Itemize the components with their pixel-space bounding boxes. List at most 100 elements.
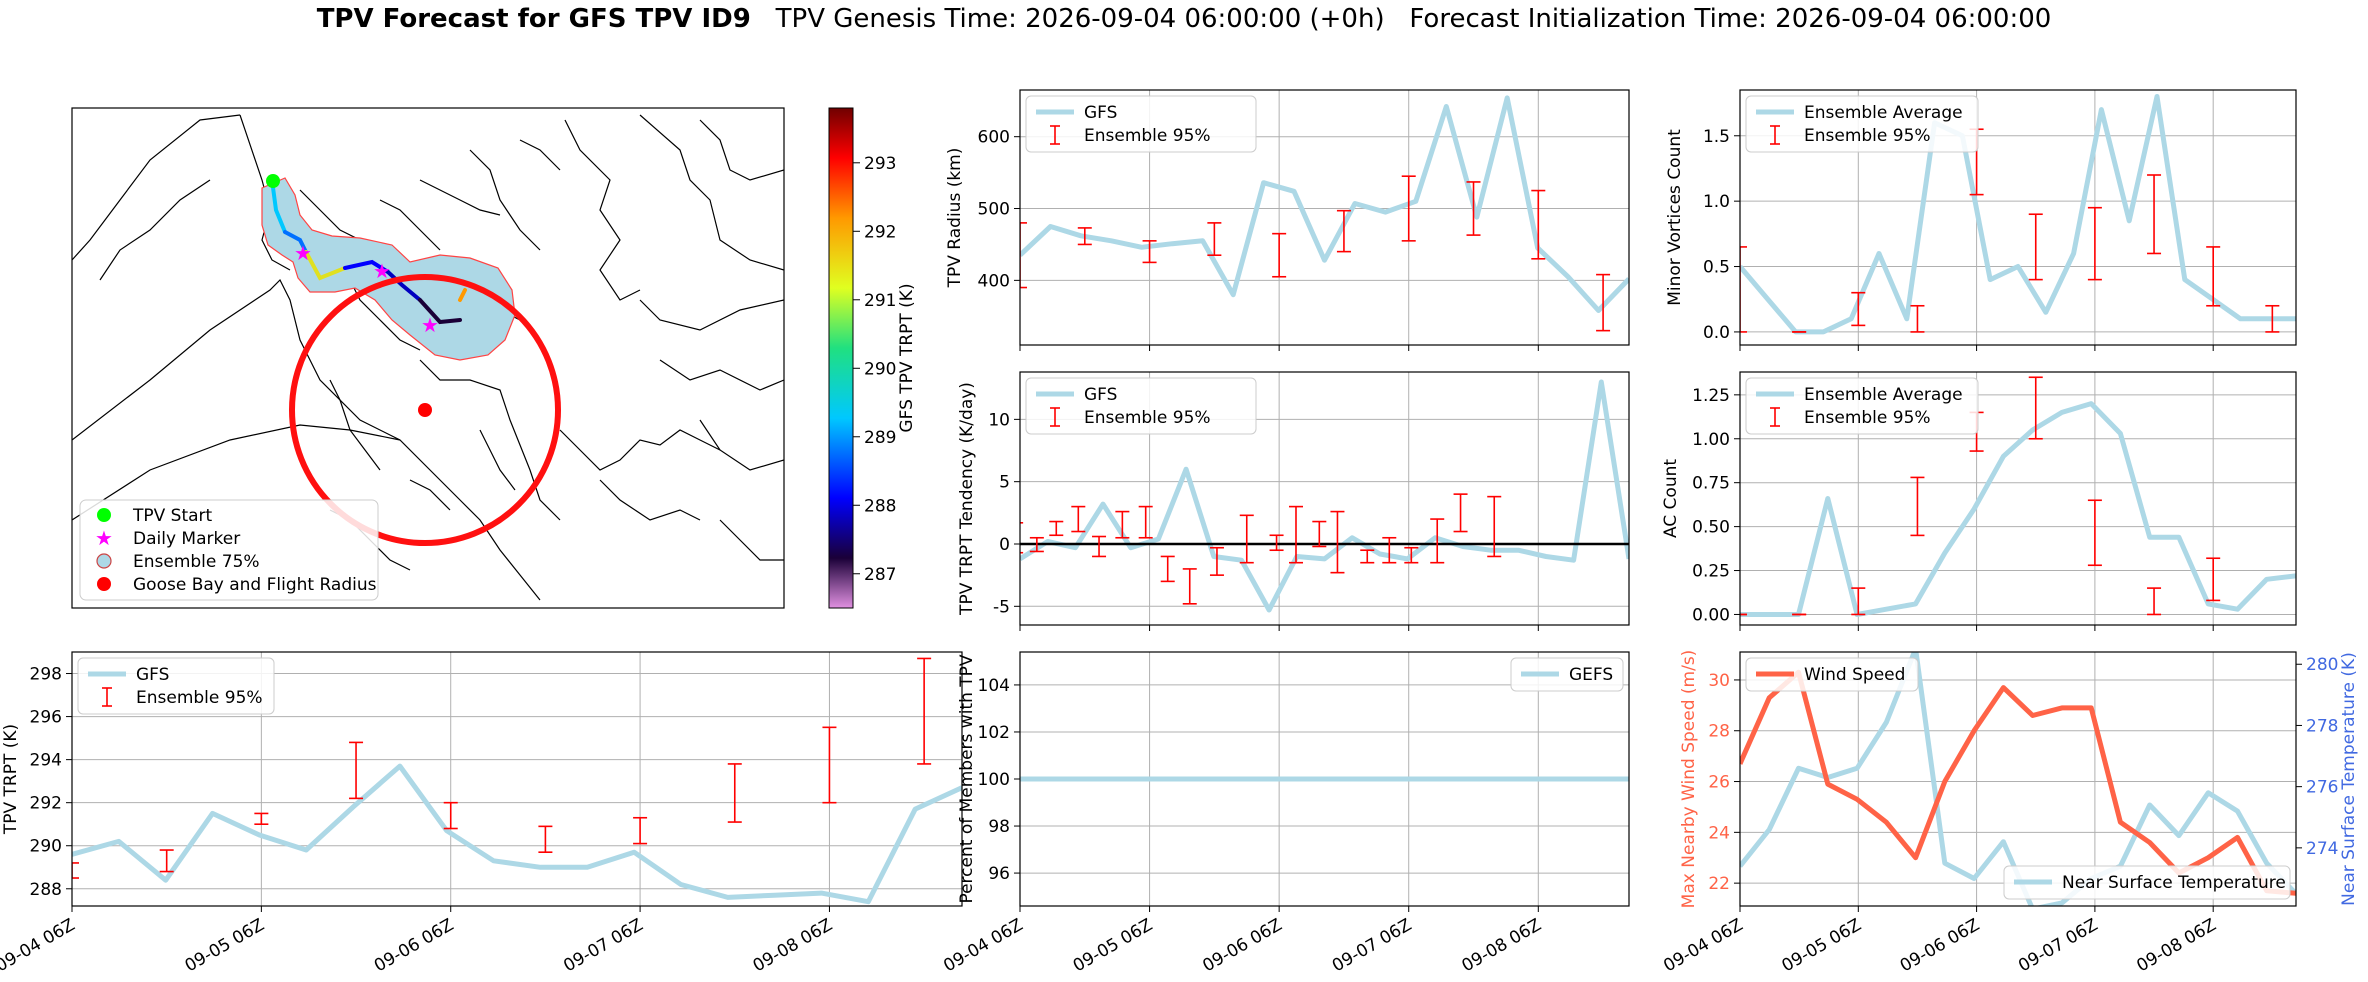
- colorbar-tick-label: 291: [864, 291, 896, 311]
- y-tick-label: 98: [988, 817, 1010, 837]
- y-axis-label: TPV TRPT Tendency (K/day): [957, 382, 977, 616]
- title-genesis: TPV Genesis Time: 2026-09-04 06:00:00 (+…: [775, 4, 1385, 34]
- y-tick-label: 500: [978, 200, 1010, 220]
- legend-label: GEFS: [1569, 665, 1613, 685]
- legend-label: Ensemble 95%: [1084, 408, 1211, 428]
- gfs-line: [72, 763, 962, 905]
- y-tick-label: 0.0: [1703, 323, 1730, 343]
- plot-border: [1739, 89, 2297, 346]
- y-tick-label: -5: [993, 597, 1010, 617]
- y-right-axis-label: Near Surface Temperature (K): [2339, 652, 2359, 906]
- plot-border: [1019, 651, 1630, 907]
- legend-label: Ensemble Average: [1804, 103, 1963, 123]
- legend-box: [77, 657, 275, 715]
- y-axis-label: Minor Vortices Count: [1665, 129, 1685, 306]
- ensemble-average-line: [1740, 401, 2296, 617]
- y-tick-label: 28: [1708, 722, 1730, 742]
- svg-text:★: ★: [294, 241, 312, 265]
- y-tick-label: 1.5: [1703, 127, 1730, 147]
- x-tick-label: 09-06 06Z: [1199, 915, 1285, 976]
- legend-ensemble-icon: [96, 553, 112, 569]
- y-tick-label: 96: [988, 864, 1010, 884]
- x-tick-label: 09-04 06Z: [1660, 915, 1746, 976]
- legend-label: GFS: [1084, 103, 1117, 123]
- y-right-tick-label: 278: [2306, 716, 2338, 736]
- title-init: Forecast Initialization Time: 2026-09-04…: [1409, 4, 2052, 34]
- y-tick-label: 290: [30, 837, 62, 857]
- y-tick-label: 0.5: [1703, 258, 1730, 278]
- y-tick-label: 104: [978, 676, 1010, 696]
- legend-goose-icon: [97, 577, 111, 591]
- gfs-line: [1020, 95, 1629, 313]
- figure-title: TPV Forecast for GFS TPV ID9 TPV Genesis…: [0, 4, 2368, 34]
- ensemble-95-bars: [1020, 175, 1611, 332]
- gfs-line: [1020, 379, 1629, 613]
- legend-box: [1745, 95, 1979, 153]
- panel-percent: 96 98 100 102 104 09-04 06Z 09-05 06Z 09-06 06Z…: [940, 651, 1630, 976]
- legend-label: Near Surface Temperature: [2062, 873, 2286, 893]
- x-tick-label: 09-04 06Z: [940, 915, 1026, 976]
- ensemble-95-bars: [1020, 493, 1502, 605]
- svg-text:★: ★: [373, 259, 391, 283]
- ensemble-95-bars: [72, 657, 932, 879]
- y-tick-label: 1.0: [1703, 192, 1730, 212]
- y-tick-label: 0.00: [1692, 605, 1730, 625]
- legend-ensemble-75: Ensemble 75%: [133, 552, 260, 572]
- y-tick-label: 0.25: [1692, 562, 1730, 582]
- y-tick-label: 292: [30, 794, 62, 814]
- y-axis-label: Percent of Members with TPV: [957, 654, 977, 903]
- y-right-tick-label: 276: [2306, 778, 2338, 798]
- map-legend: ★ TPV Start Daily Marker Ensemble 75% Go…: [79, 499, 379, 601]
- y-tick-label: 288: [30, 880, 62, 900]
- wind-speed-line: [1740, 669, 2296, 896]
- plot-border: [1739, 371, 2297, 626]
- legend-box: [1745, 657, 1919, 692]
- colorbar: 287 288 289 290 291 292 293 GFS TPV TRPT (K): [828, 107, 917, 609]
- legend-box: [1745, 377, 1979, 435]
- y-axis-label: TPV Radius (km): [945, 148, 965, 289]
- svg-text:★: ★: [421, 313, 439, 337]
- panel-tendency: -5 0 5 10 TPV TRPT Tendency (K/day) GFS Ensemb…: [957, 371, 1630, 631]
- plot-border: [1019, 89, 1630, 346]
- y-tick-label: 0.50: [1692, 518, 1730, 538]
- y-tick-label: 24: [1708, 823, 1730, 843]
- y-tick-label: 100: [978, 770, 1010, 790]
- legend-marker-icon: ★: [95, 526, 113, 550]
- legend-daily-marker: Daily Marker: [133, 529, 240, 549]
- legend-box: [2003, 865, 2291, 900]
- colorbar-tick-label: 290: [864, 359, 896, 379]
- tpv-start-marker: [266, 174, 280, 188]
- x-tick-label: 09-08 06Z: [750, 915, 836, 976]
- legend-goose-bay: Goose Bay and Flight Radius: [133, 575, 377, 595]
- legend-label: Ensemble 95%: [136, 688, 263, 708]
- x-tick-label: 09-06 06Z: [1897, 915, 1983, 976]
- y-axis-label: TPV TRPT (K): [1, 724, 21, 835]
- x-tick-label: 09-07 06Z: [2015, 915, 2101, 976]
- panel-radius: 400 500 600 TPV Radius (km) GFS Ensemble 95%: [945, 89, 1630, 351]
- x-tick-label: 09-05 06Z: [1070, 915, 1156, 976]
- panel-wind: 22 24 26 28 30 09-04 06Z 09-05 06Z 09-06 06Z 09-…: [1660, 650, 2359, 977]
- plot-area: [1740, 652, 2296, 906]
- goose-bay-marker: [418, 403, 432, 417]
- x-tick-label: 09-05 06Z: [1779, 915, 1865, 976]
- x-tick-label: 09-08 06Z: [2133, 915, 2219, 976]
- panel-ac: 0.00 0.25 0.50 0.75 1.00 1.25 AC Count Ensemble…: [1661, 371, 2297, 631]
- y-right-tick-label: 274: [2306, 839, 2338, 859]
- title-bold: TPV Forecast for GFS TPV ID9: [316, 4, 751, 34]
- colorbar-tick-label: 292: [864, 222, 896, 242]
- y-tick-label: 1.25: [1692, 386, 1730, 406]
- y-tick-label: 296: [30, 708, 62, 728]
- panel-minor: 0.0 0.5 1.0 1.5 Minor Vortices Count Ensemble…: [1665, 89, 2297, 351]
- colorbar-label: GFS TPV TRPT (K): [897, 283, 917, 432]
- colorbar-tick-label: 289: [864, 428, 896, 448]
- ensemble-95-bars: [1740, 128, 2280, 333]
- y-tick-label: 5: [999, 473, 1010, 493]
- legend-box: [1025, 95, 1257, 153]
- daily-markers: ★ ★ ★: [294, 241, 439, 337]
- ensemble-75-area: [261, 177, 516, 361]
- y-tick-label: 30: [1708, 671, 1730, 691]
- y-right-tick-label: 280: [2306, 655, 2338, 675]
- ensemble-average-line: [1740, 94, 2296, 335]
- legend-tpv-start: TPV Start: [132, 506, 213, 526]
- legend-label: Ensemble Average: [1804, 385, 1963, 405]
